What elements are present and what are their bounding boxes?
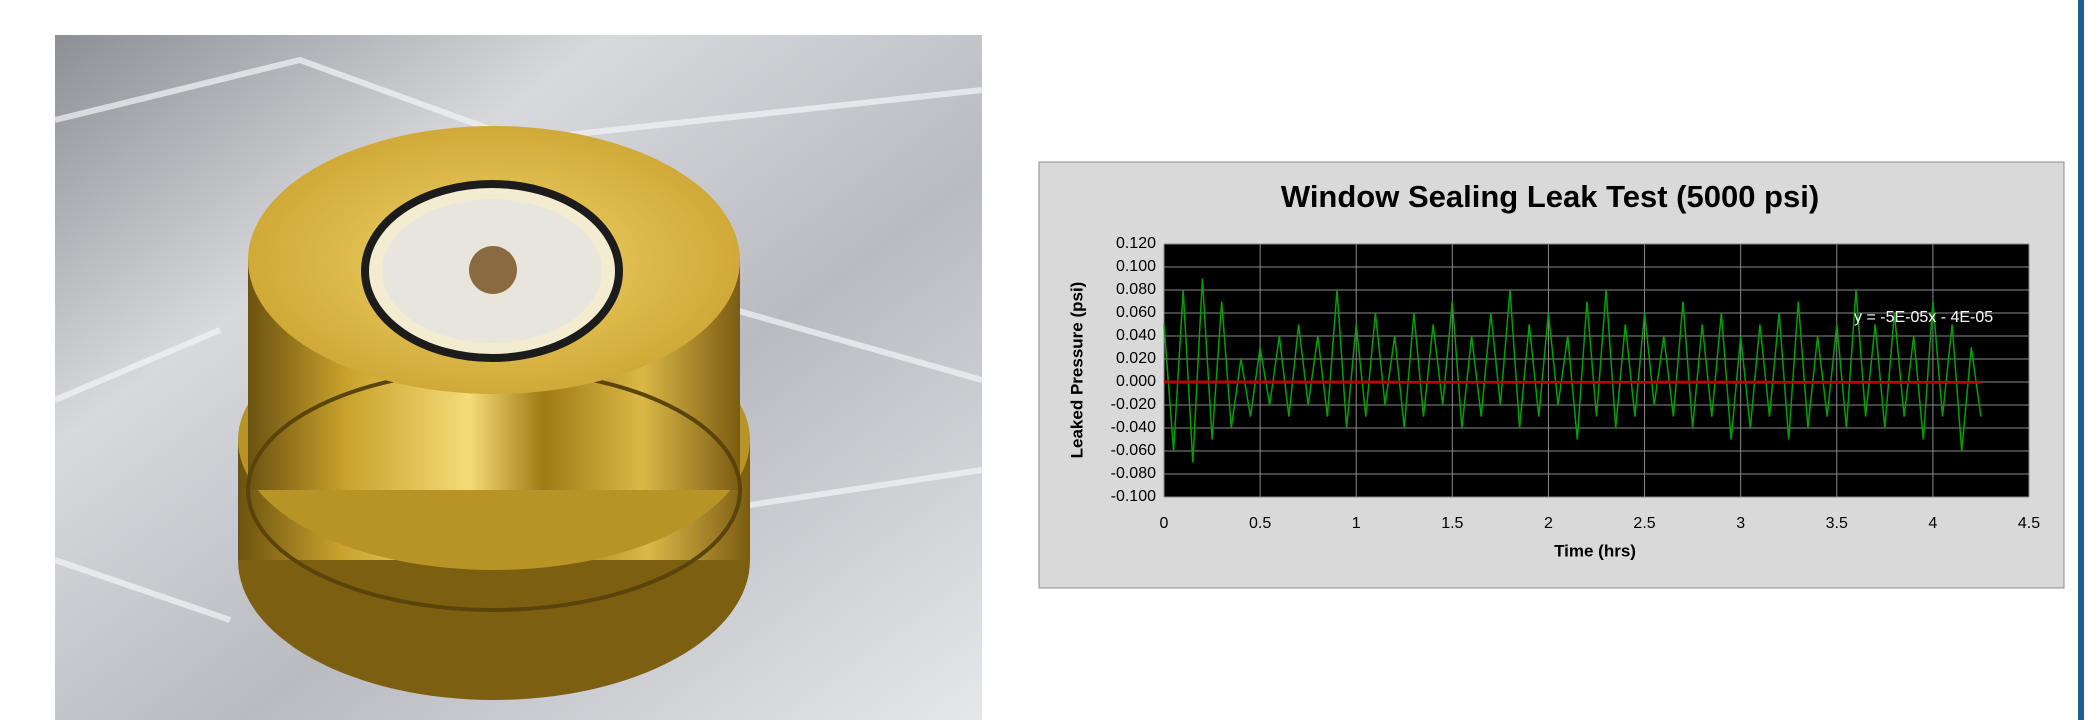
y-tick-label: 0.120 <box>1116 235 1156 252</box>
y-tick-label: 0.060 <box>1116 304 1156 321</box>
x-tick-label: 3.5 <box>1826 515 1848 532</box>
x-tick-label: 2.5 <box>1633 515 1655 532</box>
y-tick-label: -0.100 <box>1111 488 1156 505</box>
y-tick-label: 0.000 <box>1116 373 1156 390</box>
y-tick-label: -0.060 <box>1111 442 1156 459</box>
y-tick-label: 0.100 <box>1116 258 1156 275</box>
edge-bar <box>2078 0 2084 720</box>
x-axis-title: Time (hrs) <box>1554 541 1636 560</box>
trendline-label: y = -5E-05x - 4E-05 <box>1854 309 1993 326</box>
page: Window Sealing Leak Test (5000 psi) Time… <box>0 0 2094 720</box>
y-tick-label: -0.020 <box>1111 396 1156 413</box>
x-tick-label: 4.5 <box>2018 515 2040 532</box>
y-tick-label: -0.080 <box>1111 465 1156 482</box>
y-tick-label: 0.080 <box>1116 281 1156 298</box>
x-tick-label: 1 <box>1352 515 1361 532</box>
x-tick-label: 3 <box>1736 515 1745 532</box>
y-tick-label: 0.020 <box>1116 350 1156 367</box>
x-tick-label: 0.5 <box>1249 515 1271 532</box>
x-tick-label: 1.5 <box>1441 515 1463 532</box>
y-tick-label: 0.040 <box>1116 327 1156 344</box>
x-tick-label: 2 <box>1544 515 1553 532</box>
y-axis-title: Leaked Pressure (psi) <box>1067 282 1086 459</box>
x-tick-label: 0 <box>1160 515 1169 532</box>
screen: Window Sealing Leak Test (5000 psi) Time… <box>0 0 2094 720</box>
x-tick-label: 4 <box>1928 515 1937 532</box>
photo <box>55 35 982 720</box>
chart-title: Window Sealing Leak Test (5000 psi) <box>1281 179 1819 214</box>
y-tick-label: -0.040 <box>1111 419 1156 436</box>
